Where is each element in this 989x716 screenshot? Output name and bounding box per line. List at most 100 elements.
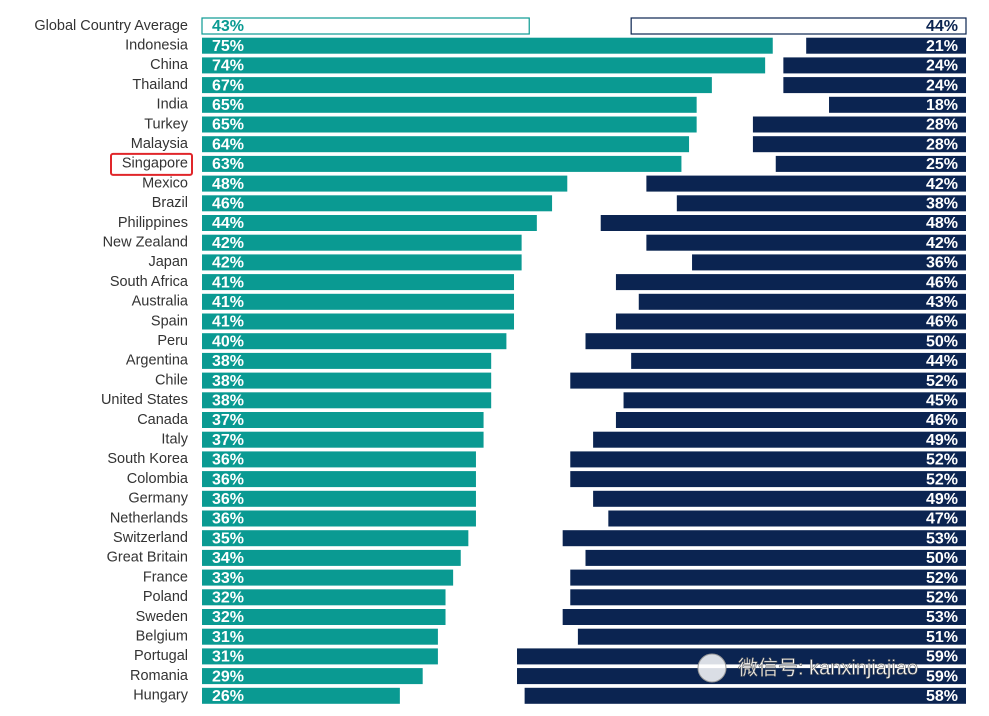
bar — [202, 175, 568, 192]
value-label: 31% — [212, 629, 244, 646]
value-label: 36% — [926, 255, 958, 272]
bar — [631, 352, 966, 369]
category-label: Romania — [130, 668, 189, 684]
bar — [829, 96, 966, 113]
category-label: Canada — [137, 412, 189, 428]
bar — [202, 195, 553, 212]
bar — [806, 37, 966, 54]
category-label: Spain — [151, 313, 188, 329]
value-label: 43% — [212, 18, 244, 35]
bar — [202, 254, 522, 271]
value-label: 26% — [212, 688, 244, 705]
bar — [524, 687, 966, 704]
bar — [202, 96, 697, 113]
value-label: 44% — [212, 215, 244, 232]
value-label: 52% — [926, 570, 958, 587]
value-label: 42% — [212, 235, 244, 252]
value-label: 48% — [926, 215, 958, 232]
value-label: 38% — [926, 196, 958, 213]
bar — [517, 648, 966, 665]
bar — [202, 648, 438, 665]
value-label: 52% — [926, 590, 958, 607]
value-label: 43% — [926, 294, 958, 311]
category-label: United States — [101, 392, 188, 408]
value-label: 53% — [926, 530, 958, 547]
category-label: South Korea — [107, 451, 189, 467]
value-label: 48% — [212, 176, 244, 193]
category-label: Indonesia — [125, 38, 189, 54]
value-label: 50% — [926, 333, 958, 350]
value-label: 40% — [212, 333, 244, 350]
value-label: 74% — [212, 58, 244, 75]
category-label: India — [157, 97, 189, 113]
bar — [692, 254, 966, 271]
value-label: 44% — [926, 18, 958, 35]
value-label: 34% — [212, 550, 244, 567]
value-label: 24% — [926, 58, 958, 75]
watermark-icon — [697, 653, 727, 683]
value-label: 46% — [926, 314, 958, 331]
bar — [202, 234, 522, 251]
category-label: Netherlands — [110, 510, 188, 526]
category-label: Turkey — [144, 116, 189, 132]
value-label: 49% — [926, 491, 958, 508]
value-label: 59% — [926, 649, 958, 666]
value-label: 38% — [212, 353, 244, 370]
bar — [570, 589, 966, 606]
bar — [752, 116, 966, 133]
value-label: 28% — [926, 136, 958, 153]
category-label: Sweden — [136, 609, 188, 625]
bar — [570, 372, 966, 389]
value-label: 38% — [212, 393, 244, 410]
value-label: 75% — [212, 38, 244, 55]
value-label: 52% — [926, 471, 958, 488]
bar — [202, 490, 476, 507]
value-label: 38% — [212, 373, 244, 390]
bar — [202, 215, 537, 231]
bar — [202, 57, 766, 74]
value-label: 41% — [212, 294, 244, 311]
bar — [202, 116, 697, 133]
bar — [775, 155, 966, 172]
watermark: 微信号: kanxinjiajiao — [697, 653, 918, 683]
value-label: 47% — [926, 511, 958, 528]
value-label: 28% — [926, 117, 958, 134]
bar — [202, 37, 773, 54]
value-label: 37% — [212, 412, 244, 429]
value-label: 33% — [212, 570, 244, 587]
value-label: 32% — [212, 609, 244, 626]
bar — [202, 155, 682, 172]
value-label: 51% — [926, 629, 958, 646]
value-label: 67% — [212, 77, 244, 94]
value-label: 58% — [926, 688, 958, 705]
value-label: 29% — [212, 668, 244, 685]
value-label: 50% — [926, 550, 958, 567]
value-label: 64% — [212, 136, 244, 153]
value-label: 18% — [926, 97, 958, 114]
bar — [202, 313, 515, 330]
bar — [615, 274, 966, 291]
bar — [752, 136, 966, 153]
bar — [562, 530, 966, 547]
bar — [202, 392, 492, 409]
bar — [570, 471, 966, 488]
bar — [600, 215, 966, 231]
bar — [202, 352, 492, 369]
bar — [201, 17, 530, 35]
value-label: 31% — [212, 649, 244, 666]
value-label: 53% — [926, 609, 958, 626]
category-label: Switzerland — [113, 530, 188, 546]
value-label: 63% — [212, 156, 244, 173]
bar — [676, 195, 966, 212]
bar — [646, 234, 966, 251]
bar — [630, 17, 967, 35]
value-label: 44% — [926, 353, 958, 370]
bar — [585, 333, 966, 350]
category-label: South Africa — [110, 274, 189, 290]
bar — [623, 392, 966, 409]
value-label: 41% — [212, 314, 244, 331]
value-label: 36% — [212, 511, 244, 528]
bar — [783, 57, 966, 74]
bar — [615, 313, 966, 330]
